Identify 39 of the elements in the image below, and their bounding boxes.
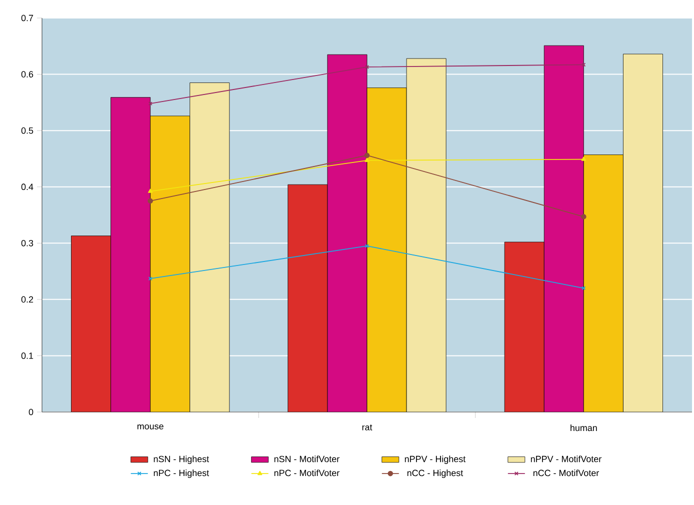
point [148,198,153,204]
bar [110,97,150,412]
bar [504,242,544,412]
bar [544,45,584,412]
bar [583,154,624,412]
y-tick-label: 0.3 [21,240,34,246]
x-tick-label: rat [362,424,372,430]
y-tick-label: 0.2 [21,296,34,303]
legend-label: nPC - Highest [154,470,210,478]
y-tick-label: 0.1 [21,352,34,359]
x-tick-label: mouse [137,424,164,430]
point [364,158,370,162]
point [365,64,370,69]
legend-label: nSN - Highest [154,456,210,464]
x-tick-label: human [570,424,597,432]
bar [71,236,111,412]
y-tick-label: 0 [28,408,34,416]
bar [623,54,663,412]
point [581,214,586,220]
bar [406,58,446,412]
y-tick-label: 0.6 [21,71,34,78]
legend-label: nPC - MotifVoter [274,470,340,476]
bar [288,184,328,412]
bar [367,88,407,412]
legend-label: nPPV - Highest [404,456,466,464]
bar [327,54,368,412]
legend-label: nCC - Highest [407,470,464,478]
bar [190,82,230,412]
legend-label: nSN - MotifVoter [274,456,340,462]
y-tick-label: 0.7 [21,14,34,22]
point [364,152,370,158]
point [148,188,153,193]
legend-label: nCC - MotifVoter [533,470,599,476]
y-tick-label: 0.4 [21,184,34,190]
bar [150,116,190,412]
y-tick-label: 0.5 [21,127,34,134]
legend-label: nPPV - MotifVoter [530,456,602,462]
point [581,156,586,161]
point [365,244,370,248]
